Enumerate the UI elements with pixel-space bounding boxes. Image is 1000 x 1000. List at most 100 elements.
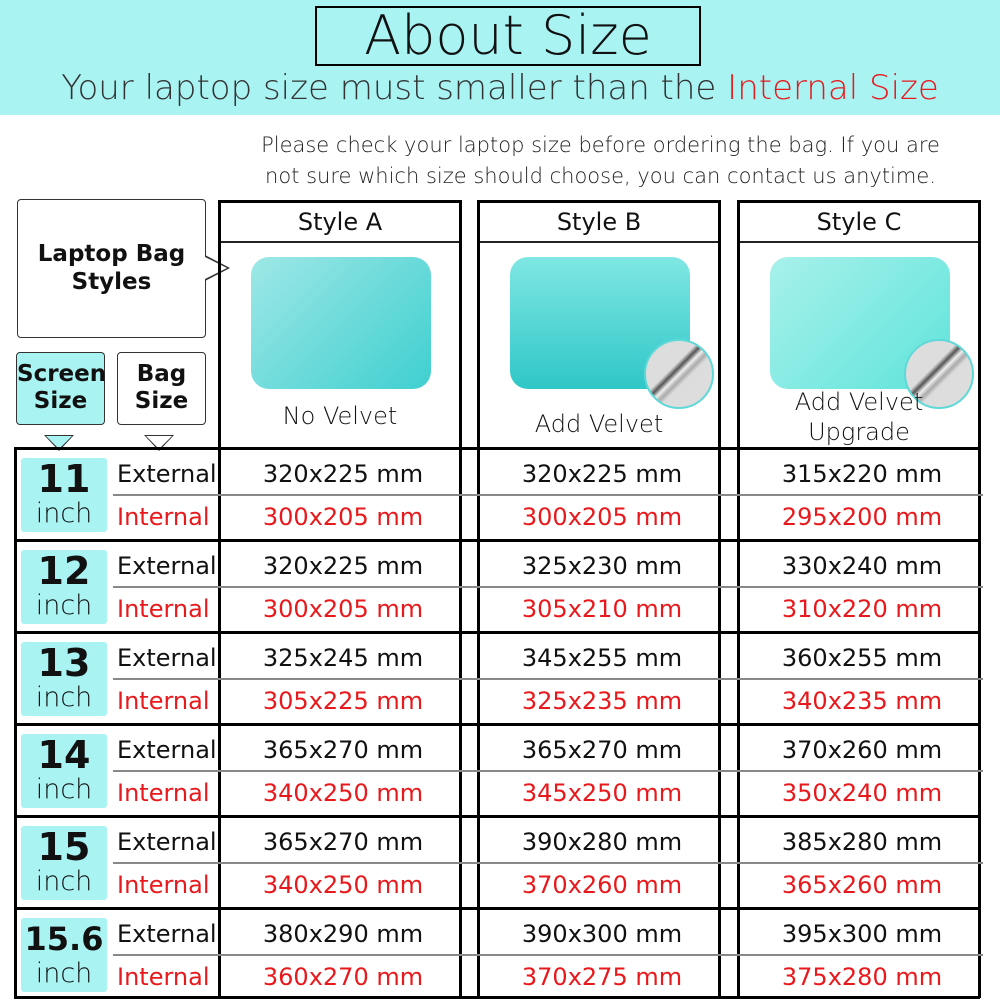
external-size: 360x255 mm [781, 644, 943, 672]
screen-size-value: 13 [37, 641, 91, 685]
row-divider [113, 494, 983, 496]
screen-size-value: 11 [37, 457, 91, 501]
internal-size: 375x280 mm [781, 963, 943, 991]
external-size: 365x270 mm [521, 736, 683, 764]
external-size: 390x280 mm [521, 828, 683, 856]
screen-size-badge: 15.6 inch [21, 918, 107, 992]
screen-size-unit: inch [35, 866, 93, 897]
subtitle-text: Your laptop size must smaller than the [61, 68, 728, 108]
style-caption: Add Velvet [794, 388, 924, 416]
internal-label: Internal [117, 871, 210, 899]
style-column: Style A No Velvet [218, 200, 462, 998]
velvet-lining-detail-image [644, 339, 714, 409]
external-size: 315x220 mm [781, 460, 943, 488]
laptop-sleeve-image [251, 257, 431, 389]
external-label: External [117, 552, 217, 580]
external-label: External [117, 644, 217, 672]
internal-label: Internal [117, 963, 210, 991]
row-divider [113, 954, 983, 956]
row-divider [113, 678, 983, 680]
external-size: 320x225 mm [262, 460, 424, 488]
internal-label: Internal [117, 779, 210, 807]
style-name: Style A [221, 203, 459, 243]
table-bottom-border [14, 996, 980, 999]
external-size: 380x290 mm [262, 920, 424, 948]
internal-size: 305x225 mm [262, 687, 424, 715]
external-size: 330x240 mm [781, 552, 943, 580]
external-size: 325x245 mm [262, 644, 424, 672]
external-size: 365x270 mm [262, 736, 424, 764]
size-row-group: 14 inch External Internal 365x270 mm 340x… [14, 723, 983, 815]
internal-size: 340x250 mm [262, 779, 424, 807]
subtitle-highlight: Internal Size [727, 68, 939, 108]
internal-size: 300x205 mm [262, 595, 424, 623]
external-size: 365x270 mm [262, 828, 424, 856]
screen-size-badge: 13 inch [21, 642, 107, 716]
internal-size: 295x200 mm [781, 503, 943, 531]
internal-size: 300x205 mm [262, 503, 424, 531]
size-row-group: 15 inch External Internal 365x270 mm 340x… [14, 815, 983, 907]
size-row-group: 11 inch External Internal 320x225 mm 300x… [14, 447, 983, 539]
screen-size-badge: 15 inch [21, 826, 107, 900]
bag-size-label: Bag Size [117, 352, 206, 425]
external-size: 320x225 mm [521, 460, 683, 488]
external-label: External [117, 920, 217, 948]
internal-size: 300x205 mm [521, 503, 683, 531]
style-name: Style B [480, 203, 718, 243]
page-title: About Size [315, 6, 701, 66]
style-caption: Upgrade [808, 418, 910, 446]
internal-size: 370x260 mm [521, 871, 683, 899]
velvet-lining-detail-image [904, 339, 974, 409]
external-size: 345x255 mm [521, 644, 683, 672]
style-name: Style C [740, 203, 978, 243]
internal-size: 305x210 mm [521, 595, 683, 623]
screen-size-badge: 12 inch [21, 550, 107, 624]
size-row-group: 12 inch External Internal 320x225 mm 300x… [14, 539, 983, 631]
screen-size-unit: inch [35, 774, 93, 805]
screen-size-value: 12 [37, 549, 91, 593]
screen-size-badge: 14 inch [21, 734, 107, 808]
internal-size: 340x235 mm [781, 687, 943, 715]
internal-size: 360x270 mm [262, 963, 424, 991]
size-row-group: 13 inch External Internal 325x245 mm 305x… [14, 631, 983, 723]
pointer-arrow-icon [205, 255, 230, 281]
styles-label-box: Laptop Bag Styles [17, 199, 206, 338]
screen-size-unit: inch [35, 682, 93, 713]
screen-size-unit: inch [35, 590, 93, 621]
screen-size-unit: inch [35, 498, 93, 529]
note-line: not sure which size should choose, you c… [265, 164, 936, 188]
external-label: External [117, 828, 217, 856]
style-column: Style B Add Velvet [477, 200, 721, 998]
internal-size: 345x250 mm [521, 779, 683, 807]
internal-label: Internal [117, 503, 210, 531]
screen-size-badge: 11 inch [21, 458, 107, 532]
external-size: 390x300 mm [521, 920, 683, 948]
style-column: Style C Add Velvet Upgrade [737, 200, 981, 998]
external-size: 395x300 mm [781, 920, 943, 948]
screen-size-value: 15.6 [24, 920, 104, 958]
external-size: 385x280 mm [781, 828, 943, 856]
style-caption: No Velvet [282, 402, 398, 430]
internal-size: 365x260 mm [781, 871, 943, 899]
external-label: External [117, 736, 217, 764]
screen-size-unit: inch [35, 958, 93, 989]
external-size: 320x225 mm [262, 552, 424, 580]
internal-size: 370x275 mm [521, 963, 683, 991]
internal-label: Internal [117, 595, 210, 623]
internal-label: Internal [117, 687, 210, 715]
ordering-note: Please check your laptop size before ord… [228, 130, 973, 192]
external-size: 370x260 mm [781, 736, 943, 764]
screen-size-value: 14 [37, 733, 91, 777]
internal-size: 340x250 mm [262, 871, 424, 899]
header-band [0, 0, 1000, 115]
screen-size-value: 15 [37, 825, 91, 869]
internal-size: 310x220 mm [781, 595, 943, 623]
external-size: 325x230 mm [521, 552, 683, 580]
subtitle: Your laptop size must smaller than the I… [0, 68, 1000, 108]
external-label: External [117, 460, 217, 488]
row-divider [113, 586, 983, 588]
size-row-group: 15.6 inch External Internal 380x290 mm 36… [14, 907, 983, 999]
row-divider [113, 862, 983, 864]
note-line: Please check your laptop size before ord… [261, 133, 940, 157]
screen-size-label: Screen Size [16, 352, 106, 425]
